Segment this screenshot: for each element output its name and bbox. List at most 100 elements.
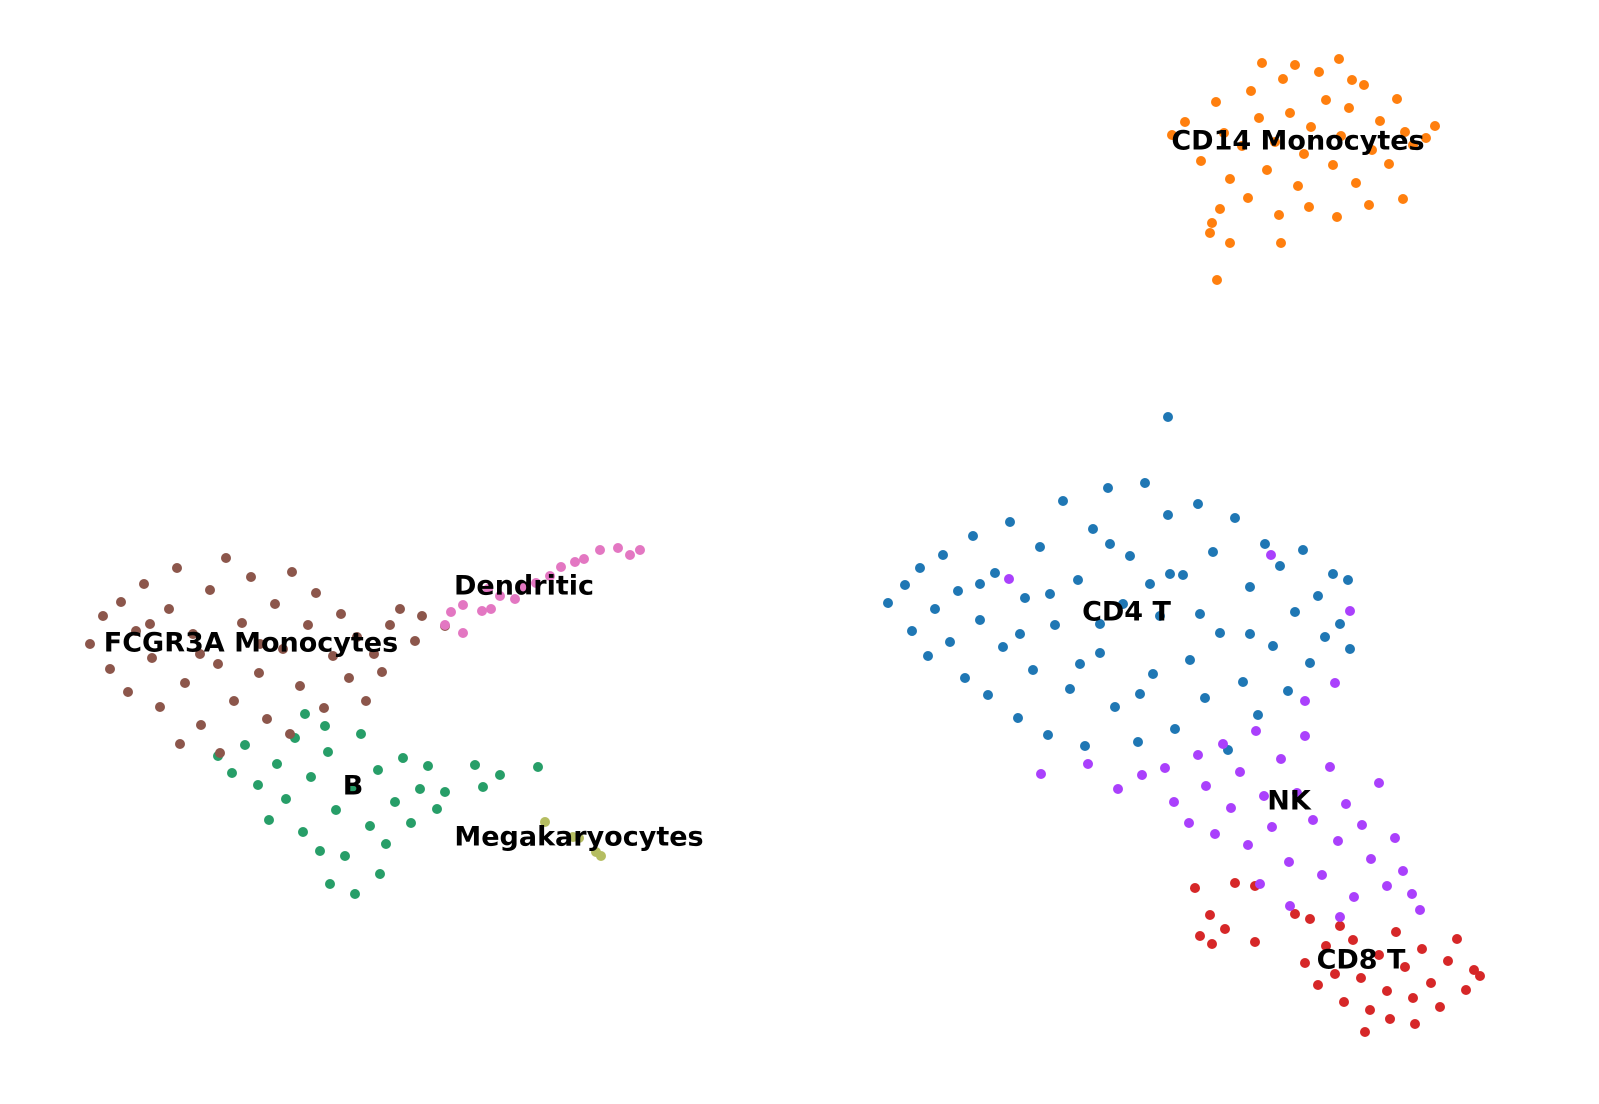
point xyxy=(1195,609,1205,619)
point xyxy=(635,545,645,555)
point xyxy=(440,787,450,797)
point xyxy=(545,571,555,581)
cluster-points xyxy=(1004,550,1425,922)
point xyxy=(458,600,468,610)
point xyxy=(900,580,910,590)
point xyxy=(1335,619,1345,629)
point xyxy=(188,629,198,639)
point xyxy=(983,690,993,700)
point xyxy=(1400,127,1410,137)
point xyxy=(361,696,371,706)
point xyxy=(196,720,206,730)
point xyxy=(264,815,274,825)
point xyxy=(1290,60,1300,70)
point xyxy=(1314,67,1324,77)
point xyxy=(613,543,623,553)
point xyxy=(1364,200,1374,210)
point xyxy=(1313,591,1323,601)
point xyxy=(930,604,940,614)
point xyxy=(1201,781,1211,791)
point xyxy=(1163,412,1173,422)
point xyxy=(1226,803,1236,813)
point xyxy=(1398,866,1408,876)
point xyxy=(1237,141,1247,151)
point xyxy=(1266,550,1276,560)
point xyxy=(331,805,341,815)
point xyxy=(1270,137,1280,147)
point xyxy=(1155,611,1165,621)
point xyxy=(1330,969,1340,979)
point xyxy=(1095,619,1105,629)
cluster-points xyxy=(1167,54,1440,285)
point xyxy=(340,851,350,861)
point xyxy=(1169,797,1179,807)
point xyxy=(344,673,354,683)
point xyxy=(1219,128,1229,138)
point xyxy=(221,553,231,563)
point xyxy=(1357,820,1367,830)
point xyxy=(1036,769,1046,779)
point xyxy=(1276,754,1286,764)
labels: CD4 T CD14 Monocytes B CD8 T NK FCGR3A Monocy… xyxy=(104,126,1425,976)
point xyxy=(298,827,308,837)
point xyxy=(1246,86,1256,96)
point xyxy=(1137,770,1147,780)
point xyxy=(229,696,239,706)
point xyxy=(1284,857,1294,867)
point xyxy=(1398,194,1408,204)
point xyxy=(1333,836,1343,846)
point xyxy=(98,611,108,621)
point xyxy=(1313,980,1323,990)
point xyxy=(1334,54,1344,64)
point xyxy=(1285,901,1295,911)
point xyxy=(1345,606,1355,616)
point xyxy=(1212,275,1222,285)
point xyxy=(1215,204,1225,214)
point xyxy=(1218,739,1228,749)
point xyxy=(1220,924,1230,934)
point xyxy=(478,782,488,792)
point xyxy=(446,607,456,617)
point xyxy=(953,586,963,596)
point xyxy=(1028,665,1038,675)
point xyxy=(246,572,256,582)
point xyxy=(240,740,250,750)
point xyxy=(1385,1014,1395,1024)
point xyxy=(1382,986,1392,996)
point xyxy=(1325,762,1335,772)
point xyxy=(595,545,605,555)
point xyxy=(1308,815,1318,825)
point xyxy=(369,649,379,659)
point xyxy=(375,869,385,879)
cluster-points xyxy=(1190,878,1485,1037)
point xyxy=(123,687,133,697)
point xyxy=(287,567,297,577)
point xyxy=(1391,927,1401,937)
point xyxy=(556,562,566,572)
point xyxy=(1298,545,1308,555)
point xyxy=(328,651,338,661)
point xyxy=(574,833,584,843)
point xyxy=(1299,149,1309,159)
point xyxy=(483,584,493,594)
point xyxy=(1083,759,1093,769)
point xyxy=(262,714,272,724)
point xyxy=(1259,791,1269,801)
point xyxy=(270,599,280,609)
point xyxy=(1349,892,1359,902)
point xyxy=(390,797,400,807)
point xyxy=(1321,95,1331,105)
point xyxy=(1230,878,1240,888)
point xyxy=(1035,542,1045,552)
point xyxy=(395,604,405,614)
point xyxy=(237,618,247,628)
point xyxy=(303,620,313,630)
point xyxy=(1235,767,1245,777)
point xyxy=(1110,702,1120,712)
point xyxy=(531,578,541,588)
point xyxy=(155,702,165,712)
point xyxy=(968,531,978,541)
point xyxy=(1207,218,1217,228)
point xyxy=(381,839,391,849)
